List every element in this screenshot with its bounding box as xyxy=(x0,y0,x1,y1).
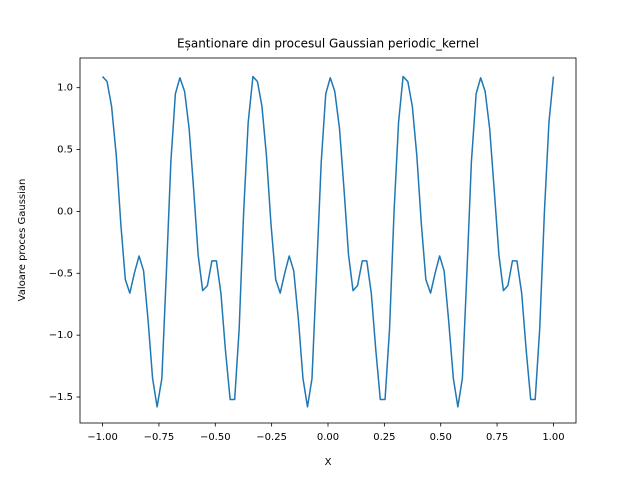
x-tick-label: −0.50 xyxy=(200,432,231,443)
y-tick-label: 0.5 xyxy=(57,145,73,156)
y-tick-label: −1.5 xyxy=(49,392,73,403)
y-tick-label: −1.0 xyxy=(49,330,73,341)
x-tick-label: 1.00 xyxy=(542,432,564,443)
x-tick-label: 0.75 xyxy=(486,432,508,443)
x-tick-label: 0.00 xyxy=(317,432,339,443)
y-axis-label: Valoare proces Gaussian xyxy=(17,179,28,302)
x-tick-label: 0.25 xyxy=(373,432,395,443)
y-tick-label: 1.0 xyxy=(57,83,73,94)
x-tick-label: −0.25 xyxy=(256,432,287,443)
x-tick-label: −0.75 xyxy=(144,432,175,443)
line-series xyxy=(101,75,555,408)
x-tick-label: −1.00 xyxy=(87,432,118,443)
y-tick-label: 0.0 xyxy=(57,206,73,217)
x-tick-label: 0.50 xyxy=(430,432,452,443)
chart-title: Eșantionare din procesul Gaussian period… xyxy=(177,37,479,51)
x-axis-label: X xyxy=(325,457,332,468)
y-tick-label: −0.5 xyxy=(49,268,73,279)
axes-frame xyxy=(79,57,577,424)
